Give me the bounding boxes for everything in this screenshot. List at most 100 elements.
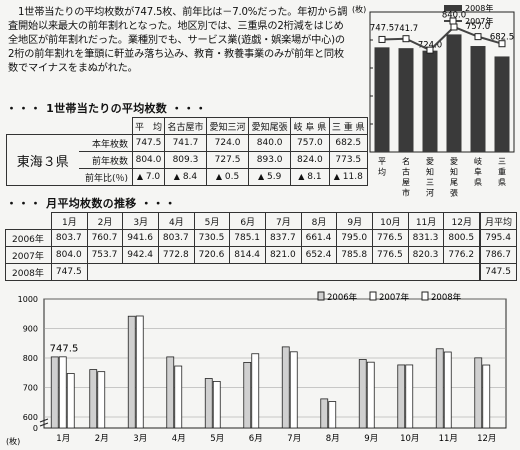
table-header-row: 平 均 名古屋市 愛知三河 愛知尾張 岐 阜 県 三 重 県 (6, 117, 369, 135)
bar-2006年 (320, 398, 329, 429)
plot-frame (369, 11, 515, 153)
bar-2007年 (405, 364, 414, 429)
table-cell: ▲ 11.8 (328, 168, 369, 186)
x-tick-label: 2月 (95, 434, 109, 444)
bar-2006年 (474, 357, 483, 429)
column-header: 5月 (193, 212, 231, 230)
table-cell: 893.0 (248, 151, 292, 169)
section-header-monthly-trend: ・・・ 月平均枚数の推移 ・・・ (6, 195, 177, 211)
x-tick-label-char: 愛 (450, 156, 458, 166)
table-cell: 803.7 (158, 229, 195, 247)
table-cell: 795.4 (479, 229, 518, 247)
table-cell: 795.0 (336, 229, 374, 247)
x-tick-label-char: 尾 (450, 178, 458, 187)
x-tick-label-char: 重 (498, 167, 506, 177)
table-row: 2007年 804.0 753.7 942.4 772.8 720.6 814.4 821.0… (5, 246, 518, 264)
decrease-triangle-icon: ▲ (333, 172, 340, 181)
bar-2006年 (435, 348, 444, 429)
table-cell: 720.6 (193, 246, 231, 264)
column-header: 9月 (336, 212, 374, 230)
table-cell: 824.0 (290, 151, 330, 169)
column-header: 12月 (443, 212, 481, 230)
bar-2006年 (166, 356, 175, 429)
legend-swatch (421, 291, 429, 301)
bar-2007年 (212, 381, 221, 429)
x-tick-label: 7月 (287, 434, 301, 444)
decrease-triangle-icon: ▲ (257, 172, 265, 181)
marker-2007 (378, 35, 386, 43)
bar-2008 (470, 46, 486, 152)
table-cell: 803.7 (51, 229, 88, 247)
regional-bar-chart: (枚)747.5平均741.7名古屋市724.0愛知三河840.0愛知尾張757… (352, 3, 515, 198)
data-label: 757.0 (466, 22, 490, 32)
x-tick-label-char: 岐 (474, 156, 482, 166)
bar-2008年 (66, 373, 75, 429)
row-label: 2008年 (5, 263, 52, 281)
table-cell: 820.3 (407, 246, 445, 264)
data-label: 724.0 (418, 41, 442, 51)
table-cell: 804.0 (132, 151, 165, 169)
legend-label: 2008年 (431, 292, 462, 303)
axis-break-mark (39, 418, 49, 427)
y-tick-label: 800 (23, 354, 38, 363)
table-cell: 809.3 (163, 151, 208, 169)
table-cell: ▲ 8.1 (290, 168, 330, 186)
x-tick-label-char: 県 (474, 178, 482, 187)
row-label: 前年枚数 (78, 151, 134, 169)
x-tick-label-char: 名 (402, 156, 410, 166)
table-cell: 785.8 (336, 246, 374, 264)
data-label: 747.5 (370, 23, 394, 33)
bar-2007年 (482, 364, 491, 429)
bar-2006年 (243, 361, 252, 429)
bar-2007年 (443, 351, 452, 429)
x-tick-label-char: 張 (450, 189, 458, 198)
y-axis-unit-label: (枚) (6, 436, 20, 446)
bar-2007年 (289, 351, 298, 429)
marker-2007 (426, 46, 434, 54)
decrease-triangle-icon: ▲ (173, 172, 180, 181)
x-tick-label-char: 屋 (402, 178, 410, 187)
column-header: 11月 (407, 212, 445, 230)
y-tick-label: 700 (23, 384, 38, 393)
x-tick-label-char: 三 (426, 178, 434, 187)
bar-2007年 (328, 401, 337, 429)
table-header-row: 1月 2月 3月 4月 5月 6月 7月 8月 9月 10月 11月 12月 月平均 (5, 212, 518, 230)
x-tick-label-char: 阜 (474, 167, 482, 177)
table-cell: 785.1 (229, 229, 267, 247)
decrease-triangle-icon: ▲ (298, 172, 305, 181)
column-header: 8月 (300, 212, 338, 230)
x-tick-label: 4月 (172, 434, 186, 444)
x-tick-label: 12月 (477, 434, 496, 444)
data-label: 840.0 (442, 10, 466, 20)
table-cell: 776.2 (443, 246, 481, 264)
bar-2008 (398, 48, 414, 152)
bar-2006年 (204, 378, 213, 429)
column-header: 2月 (86, 212, 124, 230)
decrease-triangle-icon: ▲ (136, 172, 143, 181)
monthly-trend-table: 1月 2月 3月 4月 5月 6月 7月 8月 9月 10月 11月 12月 月平均 2006年 803.7… (5, 212, 518, 281)
x-tick-label-char: 河 (426, 188, 434, 198)
household-average-table: 平 均 名古屋市 愛知三河 愛知尾張 岐 阜 県 三 重 県 東海３県 本年枚数… (6, 117, 369, 186)
table-cell: 652.4 (300, 246, 338, 264)
table-row: 東海３県 本年枚数 747.5 741.7 724.0 840.0 757.0 … (6, 134, 369, 186)
table-cell: 776.5 (372, 246, 409, 264)
x-tick-label-char: 古 (402, 167, 410, 177)
table-cell: 724.0 (206, 134, 250, 152)
x-tick-label-char: 県 (498, 178, 506, 187)
column-header: 愛知三河 (206, 117, 250, 135)
table-cell: 727.5 (206, 151, 250, 169)
intro-paragraph: 1世帯当たりの平均枚数が747.5枚、前年比は－7.0%だった。年初から調査開始… (8, 7, 348, 74)
row-label: 本年枚数 (78, 134, 134, 152)
bar-2008 (494, 56, 510, 153)
table-cell: ▲ 5.9 (248, 168, 292, 186)
row-label: 前年比(％) (78, 168, 134, 186)
marker-2007 (450, 23, 458, 31)
x-tick-label: 1月 (56, 434, 70, 444)
x-tick-label-char: 均 (378, 167, 386, 177)
column-header: 月平均 (479, 212, 518, 230)
table-cell: 747.5 (479, 263, 518, 281)
table-cell: 837.7 (265, 229, 302, 247)
x-tick-label-char: 市 (402, 188, 410, 198)
bar-2006年 (127, 315, 136, 429)
table-cell: 831.3 (407, 229, 445, 247)
